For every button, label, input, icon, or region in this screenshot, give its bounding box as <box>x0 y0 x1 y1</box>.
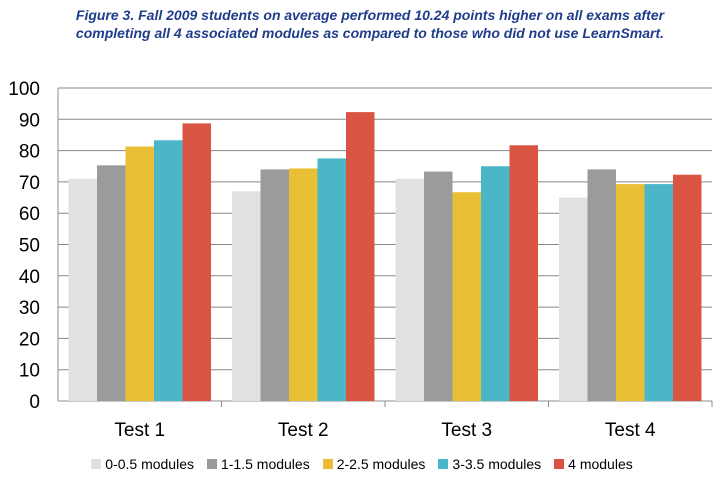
y-tick-label: 70 <box>19 173 40 194</box>
bar <box>68 178 97 401</box>
chart-title: Figure 3. Fall 2009 students on average … <box>75 7 665 41</box>
legend-item: 3-3.5 modules <box>438 456 541 472</box>
bar <box>97 165 126 401</box>
bar <box>644 184 673 401</box>
x-tick-label: Test 4 <box>605 420 656 441</box>
bar <box>289 168 318 401</box>
legend-item: 4 modules <box>554 456 633 472</box>
legend-swatch <box>438 459 449 469</box>
bar <box>587 169 616 401</box>
bar <box>317 158 346 401</box>
bar <box>481 166 510 401</box>
bar <box>424 171 453 401</box>
y-tick-label: 90 <box>19 110 40 131</box>
y-tick-label: 30 <box>19 298 40 319</box>
bar <box>395 178 424 401</box>
y-tick-label: 50 <box>19 236 40 257</box>
y-tick-label: 20 <box>19 329 40 350</box>
legend-swatch <box>206 459 217 469</box>
bar <box>260 169 289 401</box>
bar <box>452 192 481 401</box>
legend-label: 0-0.5 modules <box>105 456 194 472</box>
legend-swatch <box>91 459 102 469</box>
y-tick-label: 0 <box>29 392 40 413</box>
y-tick-label: 10 <box>19 361 40 382</box>
legend: 0-0.5 modules 1-1.5 modules 2-2.5 modules 3… <box>0 456 724 472</box>
x-tick-label: Test 2 <box>278 420 329 441</box>
legend-label: 4 modules <box>568 456 633 472</box>
x-tick-label: Test 3 <box>441 420 492 441</box>
x-tick-label: Test 1 <box>114 420 165 441</box>
bar <box>559 197 588 401</box>
bar <box>616 184 645 401</box>
legend-item: 1-1.5 modules <box>206 456 310 472</box>
bar <box>232 191 261 401</box>
bar <box>673 174 702 401</box>
bar <box>509 145 538 401</box>
bar <box>154 140 183 401</box>
legend-swatch <box>554 459 565 469</box>
y-tick-label: 100 <box>8 79 40 100</box>
y-tick-label: 80 <box>19 142 40 163</box>
legend-item: 0-0.5 modules <box>91 456 194 472</box>
bar <box>182 123 211 401</box>
y-tick-label: 60 <box>19 204 40 225</box>
legend-item: 2-2.5 modules <box>322 456 426 472</box>
bar <box>346 112 375 401</box>
legend-swatch <box>322 459 333 469</box>
y-tick-label: 40 <box>19 267 40 288</box>
legend-label: 1-1.5 modules <box>220 456 310 472</box>
legend-label: 3-3.5 modules <box>452 456 542 472</box>
legend-label: 2-2.5 modules <box>336 456 426 472</box>
bar <box>125 146 154 401</box>
